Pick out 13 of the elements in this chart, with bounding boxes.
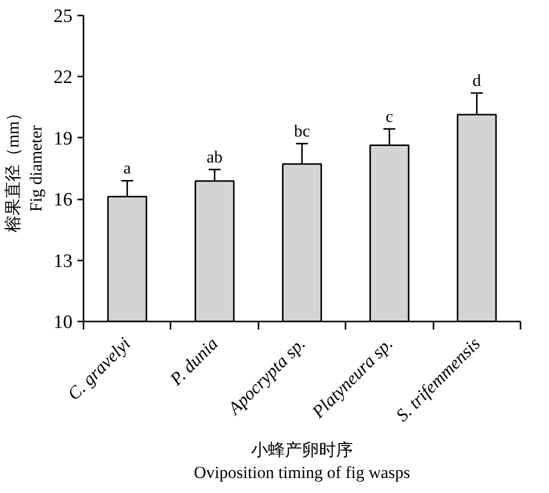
- y-tick-label: 19: [54, 128, 72, 150]
- y-tick-label: 10: [54, 312, 72, 333]
- y-axis-title: 榕果直径（mm） Fig diameter: [4, 104, 46, 233]
- y-tick-label: 25: [54, 6, 72, 27]
- annotation: bc: [294, 122, 310, 141]
- annotation: ab: [206, 148, 223, 167]
- x-axis-title: 小蜂产卵时序 Oviposition timing of fig wasps: [194, 440, 410, 482]
- annotation: a: [123, 158, 132, 178]
- y-tick-label: 22: [54, 67, 72, 88]
- y-tick-label: 16: [54, 190, 72, 211]
- annotation: d: [472, 71, 482, 90]
- annotation: c: [386, 106, 394, 126]
- y-tick-label: 13: [54, 250, 72, 272]
